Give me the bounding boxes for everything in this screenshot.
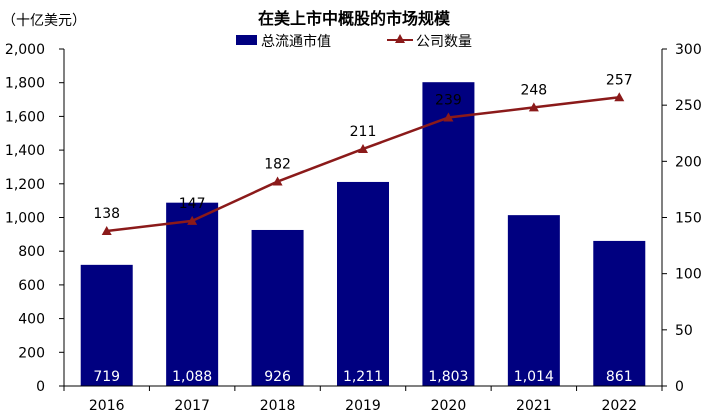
bar (593, 240, 646, 386)
y-tick-label: 0 (36, 379, 45, 395)
y2-tick-label: 250 (675, 98, 702, 114)
line-value-label: 138 (93, 206, 120, 222)
y-tick-label: 1,200 (5, 177, 45, 193)
line-value-label: 211 (350, 124, 377, 140)
legend-bar-swatch (236, 35, 257, 45)
line-value-label: 257 (606, 72, 633, 88)
y2-tick-label: 50 (675, 323, 693, 339)
line-value-label: 182 (264, 157, 291, 173)
legend-bar-label: 总流通市值 (261, 33, 331, 50)
x-tick-label: 2019 (345, 398, 381, 414)
line-value-label: 248 (520, 82, 547, 98)
y2-tick-label: 300 (675, 42, 702, 58)
y-tick-label: 2,000 (5, 42, 45, 58)
bar (422, 82, 475, 386)
axes: 0 200 400 600 800 1,000 1,200 1,400 1,600 1,800 2,… (5, 42, 702, 414)
line-marker (358, 143, 368, 153)
y-tick-label: 1,600 (5, 109, 45, 125)
x-tick-label: 2022 (601, 398, 637, 414)
chart-title: 在美上市中概股的市场规模 (258, 9, 451, 28)
legend: 总流通市值 公司数量 (236, 33, 472, 50)
y2-tick-label: 100 (675, 267, 702, 283)
line-marker (272, 176, 283, 186)
bar-value-label: 1,014 (514, 369, 554, 385)
line-marker (101, 225, 112, 235)
y-tick-label: 600 (18, 278, 45, 294)
bar (166, 202, 219, 386)
line-value-label: 239 (435, 93, 462, 109)
bar (337, 181, 389, 386)
line-marker (187, 215, 198, 225)
x-tick-label: 2017 (174, 398, 210, 414)
bar-value-label: 719 (93, 369, 120, 385)
y2-tick-label: 150 (675, 211, 702, 227)
x-tick-label: 2016 (89, 398, 125, 414)
bar (80, 264, 133, 386)
x-tick-label: 2021 (516, 398, 552, 414)
bar-value-label: 1,088 (172, 369, 212, 385)
y-tick-label: 1,400 (5, 143, 45, 159)
y2-tick-label: 200 (675, 154, 702, 170)
bar (251, 229, 304, 386)
y2-tick-label: 0 (675, 379, 684, 395)
y-tick-label: 1,800 (5, 76, 45, 92)
bar-value-label: 861 (606, 369, 633, 385)
y-tick-label: 800 (18, 244, 45, 260)
bar (507, 215, 560, 386)
y-tick-label: 200 (18, 345, 45, 361)
legend-line-label: 公司数量 (416, 34, 472, 50)
line-marker (528, 102, 539, 112)
bar-value-label: 1,803 (428, 369, 468, 385)
x-tick-label: 2020 (431, 398, 467, 414)
bar-value-label: 926 (264, 369, 291, 385)
x-tick-label: 2018 (260, 398, 296, 414)
y-tick-label: 1,000 (5, 211, 45, 227)
line-marker (614, 92, 625, 102)
legend-line-marker (395, 34, 405, 43)
bar-value-label: 1,211 (343, 369, 383, 385)
line-series: 138 147 182 211 239 248 257 (93, 72, 633, 235)
y-tick-label: 400 (18, 312, 45, 328)
line-value-label: 147 (179, 196, 206, 212)
bars: 719 1,088 926 1,211 1,803 1,014 861 (80, 82, 646, 386)
line-marker (443, 112, 454, 122)
y-unit-label: （十亿美元） (2, 13, 86, 29)
